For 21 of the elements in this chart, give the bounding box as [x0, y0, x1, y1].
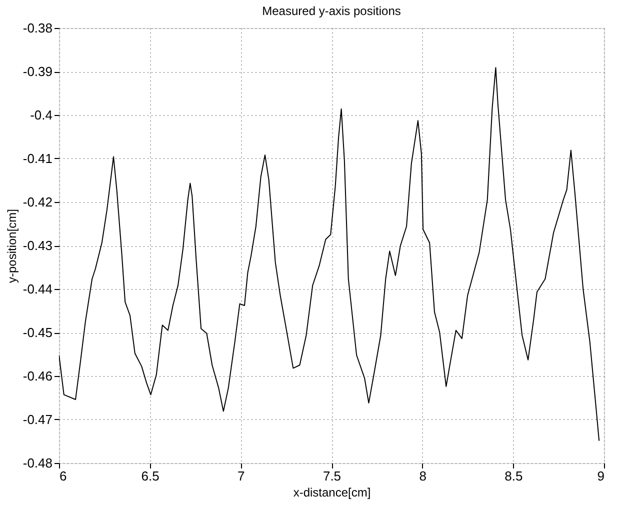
- y-tick-label: -0.45: [22, 325, 52, 340]
- x-tick-label: 6: [60, 468, 67, 484]
- x-tick-label: 8: [419, 468, 426, 484]
- chart-title: Measured y-axis positions: [262, 4, 401, 18]
- y-tick-label: -0.47: [22, 412, 52, 427]
- y-tick-label: -0.43: [22, 238, 52, 253]
- y-tick-label: -0.42: [22, 194, 52, 210]
- x-tick-label: 7.5: [322, 468, 342, 484]
- x-tick-label: 8.5: [504, 468, 523, 484]
- y-axis-title: y-position[cm]: [4, 208, 19, 284]
- y-tick-label: -0.46: [22, 368, 52, 384]
- x-tick-label: 6.5: [141, 468, 160, 484]
- y-tick-label: -0.38: [22, 20, 52, 36]
- y-tick-label: -0.4: [30, 108, 52, 122]
- x-tick-label: 9: [597, 468, 604, 484]
- y-tick-label: -0.41: [22, 151, 52, 166]
- y-tick-label: -0.48: [22, 456, 52, 470]
- x-tick-label: 7: [238, 468, 245, 484]
- y-tick-label: -0.44: [22, 282, 52, 296]
- x-axis-title: x-distance[cm]: [293, 486, 371, 500]
- y-tick-label: -0.39: [22, 64, 52, 79]
